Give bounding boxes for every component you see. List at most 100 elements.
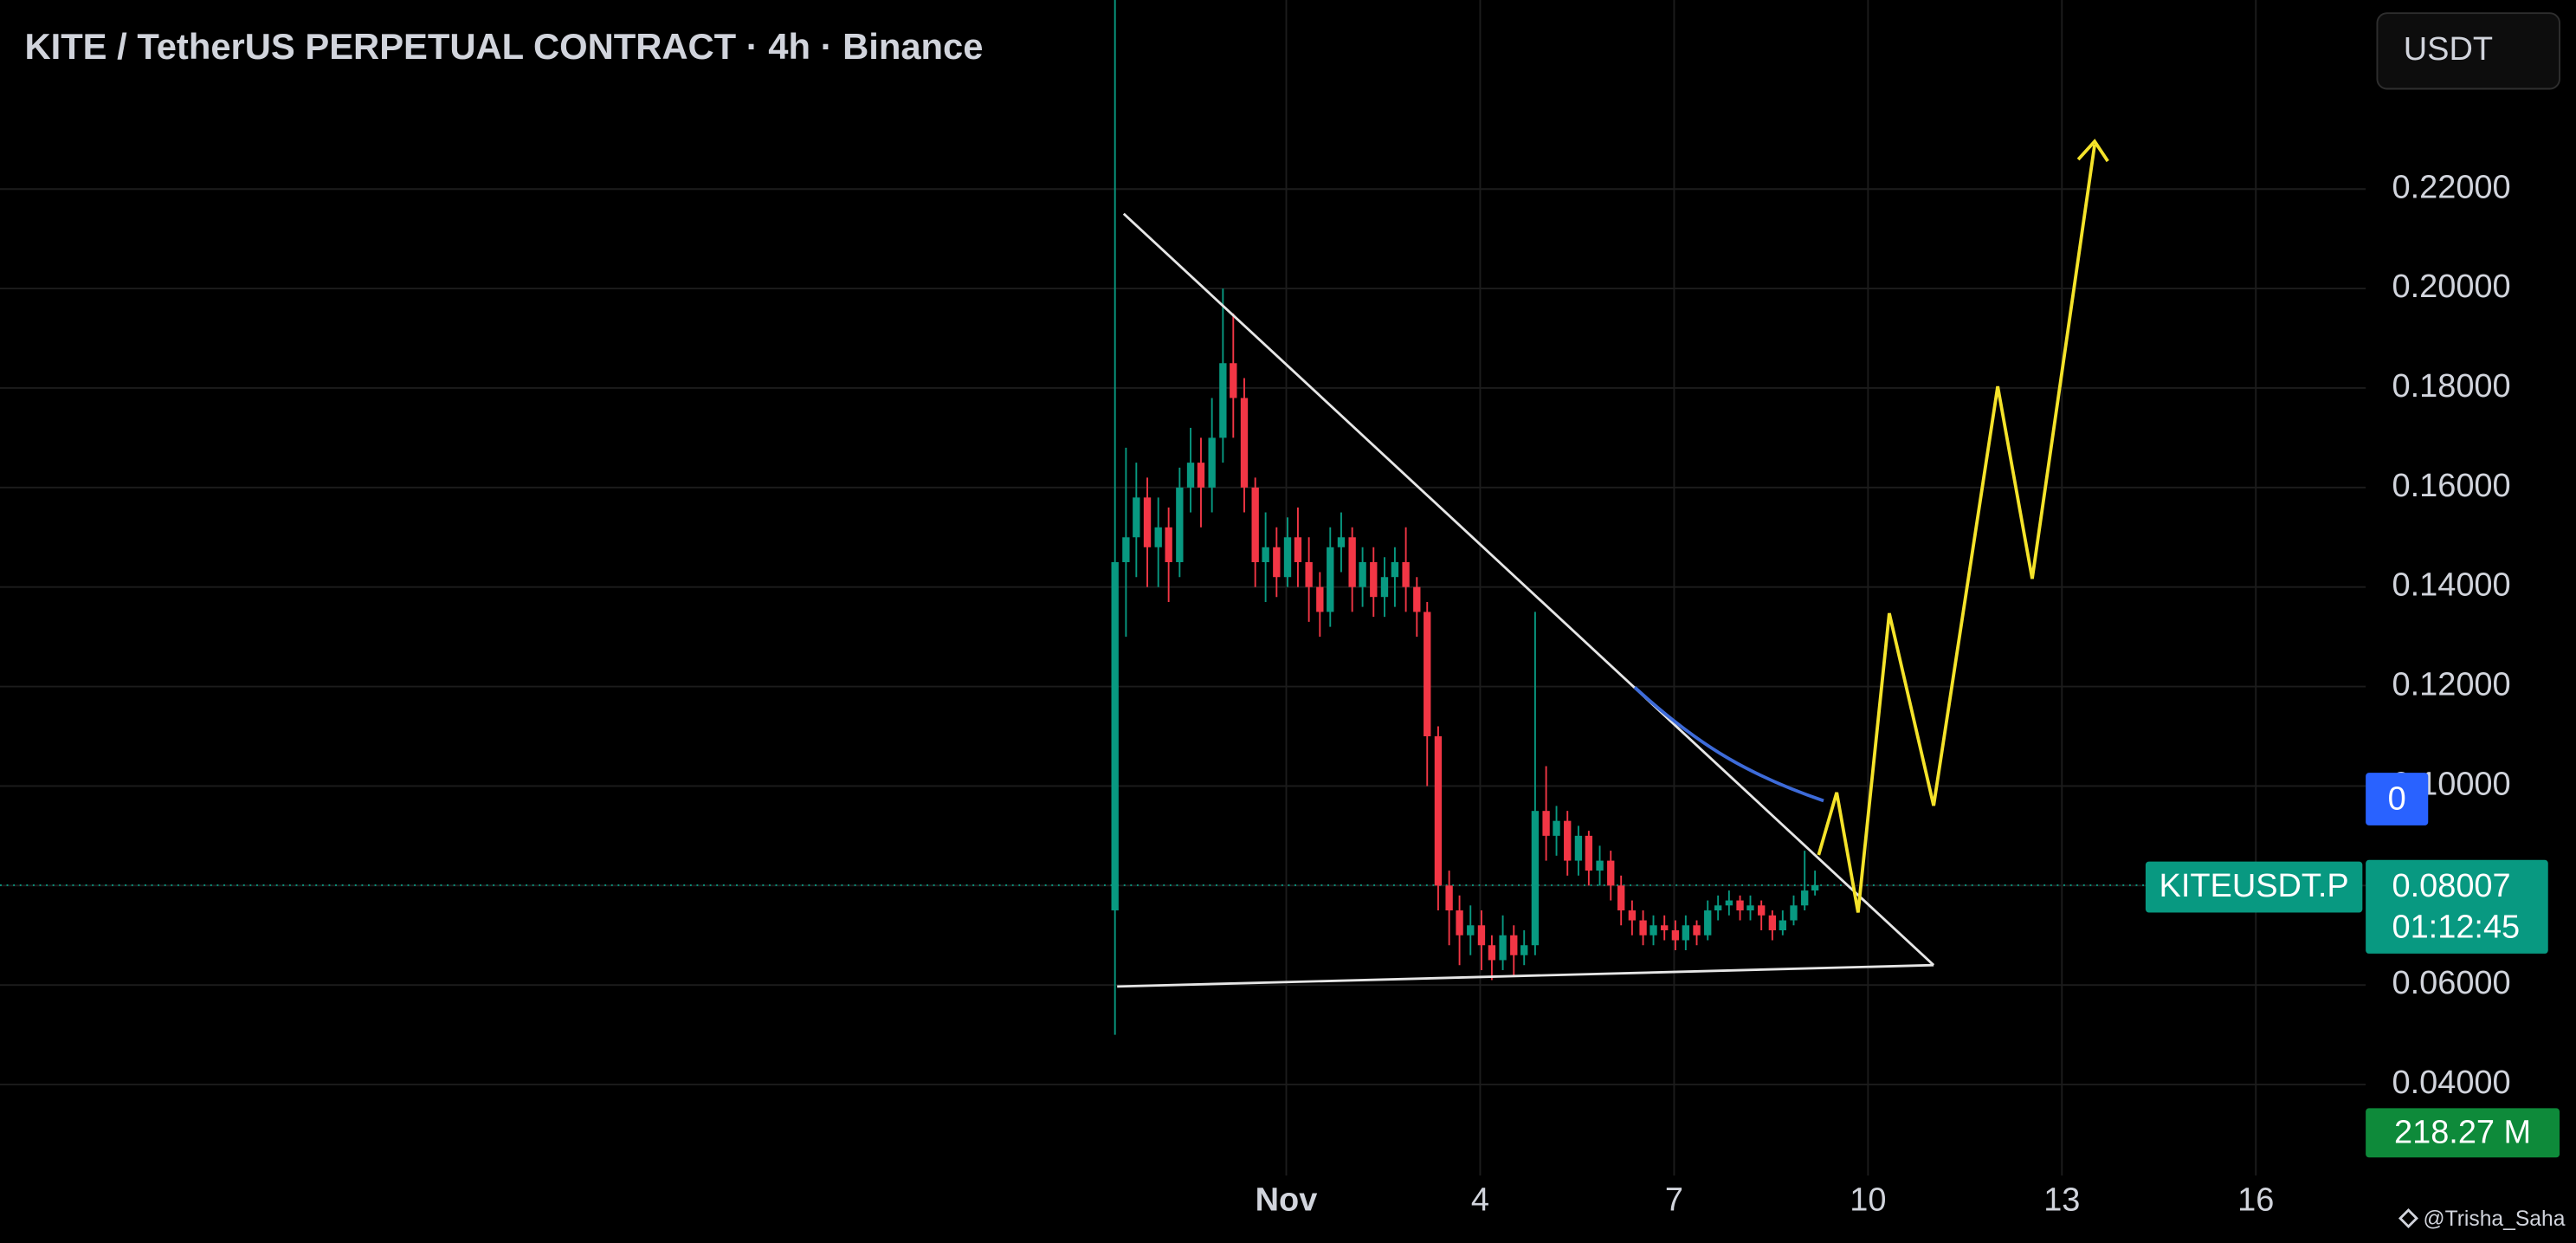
candle-body: [1801, 890, 1809, 906]
candle-body: [1456, 910, 1463, 935]
candle-body: [1661, 925, 1669, 931]
candle-body: [1542, 811, 1550, 836]
candle-body: [1337, 537, 1346, 547]
candle-body: [1262, 547, 1269, 562]
trendline-lower: [1117, 963, 1934, 988]
candle-body: [1758, 905, 1766, 916]
candle-body: [1811, 884, 1819, 891]
y-tick-label: 0.12000: [2392, 667, 2511, 703]
candle-body: [1402, 561, 1410, 587]
candle-body: [1671, 930, 1680, 941]
candles: [1111, 0, 1819, 1035]
y-tick-label: 0.06000: [2392, 965, 2511, 1001]
watermark: @Trisha_Saha: [2424, 1207, 2566, 1231]
y-tick-label: 0.20000: [2392, 269, 2511, 305]
y-tick-label: 0.22000: [2392, 169, 2511, 205]
x-tick-label: Nov: [1256, 1182, 1318, 1219]
candle-body: [1359, 561, 1366, 587]
candle-body: [1219, 363, 1227, 438]
drawings: [1117, 139, 2109, 988]
candle-body: [1628, 910, 1637, 921]
projection-path: [1817, 144, 2096, 913]
candle-body: [1197, 463, 1205, 488]
candle-body: [1520, 945, 1528, 955]
candle-body: [1154, 527, 1162, 547]
candle-body: [1714, 905, 1722, 911]
y-tick-label: 0.04000: [2392, 1065, 2511, 1101]
candle-body: [1617, 885, 1625, 911]
price-badge: [2366, 859, 2548, 954]
candle-body: [1725, 900, 1733, 906]
candle-body: [1746, 905, 1754, 911]
candle-body: [1585, 835, 1593, 871]
candle-body: [1391, 561, 1399, 578]
candle-body: [1230, 363, 1237, 398]
candle-body: [1574, 835, 1583, 861]
candle-body: [1682, 925, 1690, 941]
candle-body: [1133, 497, 1140, 538]
candle-body: [1499, 935, 1507, 961]
candle-body: [1779, 920, 1786, 931]
projection-arrowhead: [2076, 139, 2109, 163]
candle-body: [1477, 925, 1486, 946]
candle-body: [1693, 925, 1701, 935]
candle-body: [1424, 612, 1431, 737]
candle-body: [1434, 736, 1443, 886]
candle-body: [1531, 811, 1540, 946]
candle-body: [1607, 860, 1615, 886]
grid: [0, 0, 2366, 1176]
candle-body: [1176, 487, 1184, 562]
candle-body: [1348, 537, 1356, 587]
trendline-upper: [1122, 212, 1935, 967]
currency-button-label[interactable]: USDT: [2404, 31, 2493, 68]
chart-title: KITE / TetherUS PERPETUAL CONTRACT · 4h …: [24, 26, 983, 67]
candle-body: [1553, 820, 1560, 836]
currency-button[interactable]: [2376, 12, 2560, 90]
candle-body: [1768, 915, 1777, 931]
y-tick-label: 0.16000: [2392, 468, 2511, 504]
candle-body: [1790, 905, 1798, 921]
candle-body: [1467, 925, 1475, 935]
candle-body: [1240, 398, 1249, 488]
volume-badge: [2366, 1108, 2560, 1158]
candle-body: [1283, 537, 1292, 578]
symbol-label: KITEUSDT.P: [2160, 868, 2349, 904]
candle-body: [1413, 586, 1421, 612]
alert-badge-label: 0: [2388, 780, 2406, 817]
candle-body: [1208, 437, 1216, 488]
candle-body: [1294, 537, 1302, 562]
candle-body: [1445, 885, 1453, 911]
candle-body: [1305, 561, 1313, 587]
candle-body: [1639, 920, 1647, 935]
y-tick-label: 0.14000: [2392, 567, 2511, 604]
candle-body: [1122, 537, 1130, 562]
candle-body: [1143, 497, 1152, 547]
candle-body: [1564, 820, 1572, 861]
candle-body: [1704, 910, 1712, 935]
x-tick-label: 10: [1850, 1182, 1886, 1219]
volume-label: 218.27 M: [2394, 1115, 2531, 1151]
watermark-icon: [2398, 1208, 2418, 1229]
candle-body: [1251, 487, 1259, 562]
moving-average: [1633, 686, 1824, 803]
candle-body: [1380, 577, 1389, 598]
candle-body: [1596, 860, 1604, 871]
candle-body: [1650, 925, 1657, 935]
candle-body: [1316, 586, 1324, 612]
x-tick-label: 7: [1665, 1182, 1683, 1219]
candle-body: [1736, 900, 1744, 911]
candle-body: [1186, 463, 1195, 488]
symbol-badge: [2145, 861, 2363, 913]
y-tick-label: 0.18000: [2392, 368, 2511, 405]
last-price-label: 0.08007: [2392, 868, 2511, 904]
countdown: 01:12:45: [2392, 909, 2521, 945]
x-tick-label: 16: [2237, 1182, 2274, 1219]
candle-body: [1370, 561, 1378, 598]
candle-body: [1111, 561, 1119, 911]
candle-body: [1488, 945, 1496, 961]
x-tick-label: 13: [2043, 1182, 2080, 1219]
candle-body: [1165, 527, 1172, 562]
